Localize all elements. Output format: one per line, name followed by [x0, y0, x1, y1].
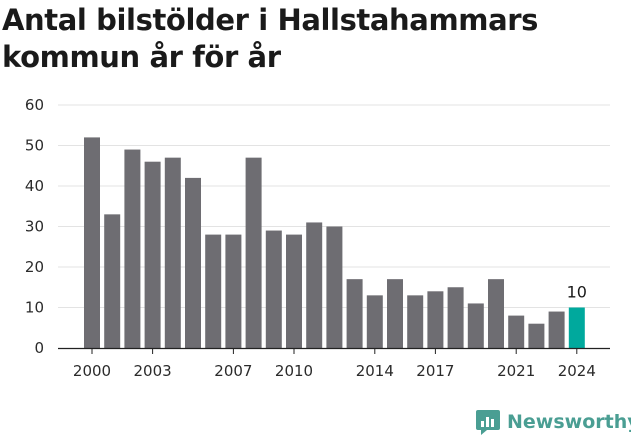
- x-tick-label: 2024: [558, 362, 596, 380]
- data-labels: 10: [567, 283, 587, 302]
- bar-2003: [144, 161, 161, 348]
- brand-name: Newsworthy: [507, 411, 631, 433]
- bar-2009: [265, 230, 282, 348]
- bar-2023: [548, 311, 565, 348]
- bar-2018: [447, 287, 464, 348]
- bar-2006: [205, 234, 222, 348]
- bar-2010: [286, 234, 302, 348]
- newsworthy-logo-icon: [476, 410, 500, 435]
- bar-2001: [104, 214, 121, 348]
- bar-2019: [467, 303, 484, 348]
- x-tick-label: 2014: [356, 362, 394, 380]
- x-tick-label: 2010: [275, 362, 313, 380]
- bar-2013: [346, 279, 363, 348]
- x-axis: [58, 347, 610, 354]
- y-tick-label: 60: [25, 96, 44, 114]
- x-tick-label: 2021: [497, 362, 535, 380]
- x-tick-label: 2000: [73, 362, 111, 380]
- bar-2024: [568, 307, 585, 348]
- bar-2021: [508, 315, 525, 348]
- bar-2016: [407, 295, 424, 348]
- bar-2000: [84, 137, 100, 348]
- y-tick-label: 20: [25, 258, 44, 276]
- y-axis-tick-labels: 0 10 20 30 40 50 60: [25, 96, 44, 357]
- x-tick-label: 2003: [134, 362, 172, 380]
- bar-2007: [225, 234, 242, 348]
- x-tick-label: 2007: [214, 362, 252, 380]
- bars: [84, 137, 585, 348]
- chart-title: Antal bilstölder i Hallstahammars kommun…: [2, 3, 539, 74]
- bar-2008: [245, 157, 262, 348]
- bar-2012: [326, 226, 343, 348]
- y-tick-label: 10: [25, 299, 44, 317]
- bar-2005: [185, 177, 201, 348]
- bar-2017: [427, 291, 444, 348]
- bar-2015: [387, 279, 403, 348]
- y-tick-label: 50: [25, 137, 44, 155]
- bar-2022: [528, 323, 545, 348]
- bar-2020: [488, 279, 504, 348]
- x-axis-tick-labels: 2000 2003 2007 2010 2014 2017 2021 2024: [73, 362, 596, 380]
- data-label-2024: 10: [567, 283, 587, 302]
- brand-logo: Newsworthy: [475, 405, 631, 439]
- y-tick-label: 40: [25, 177, 44, 195]
- bar-2011: [306, 222, 323, 348]
- y-tick-label: 30: [25, 218, 44, 236]
- bar-2014: [366, 295, 383, 348]
- bar-2004: [164, 157, 181, 348]
- y-tick-label: 0: [34, 339, 44, 357]
- x-tick-label: 2017: [416, 362, 454, 380]
- bar-2002: [124, 149, 141, 348]
